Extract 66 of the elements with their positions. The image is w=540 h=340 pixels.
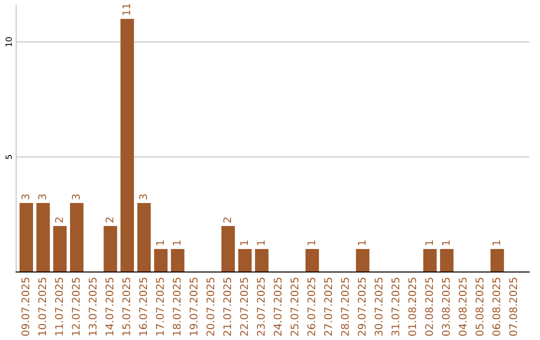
bar [238, 248, 252, 272]
x-tick-label: 30.07.2025 [374, 278, 383, 336]
x-tick-label: 10.07.2025 [38, 278, 46, 336]
x-tick-label: 02.08.2025 [425, 278, 433, 336]
data-label: 1 [240, 240, 248, 246]
x-tick-label: 21.07.2025 [223, 278, 232, 336]
data-label: 1 [172, 240, 181, 246]
x-tick-label: 23.07.2025 [256, 278, 265, 336]
x-tick-label: 31.07.2025 [391, 278, 400, 336]
data-label: 1 [257, 240, 265, 246]
bar [104, 226, 118, 272]
data-label: 1 [442, 240, 450, 246]
x-tick-label: 24.07.2025 [274, 278, 282, 336]
x-tick-label: 13.07.2025 [88, 278, 97, 336]
bar [440, 248, 454, 272]
data-label: 1 [358, 240, 366, 246]
x-tick-label: 16.07.2025 [139, 278, 148, 336]
x-tick-label: 03.08.2025 [442, 278, 450, 336]
data-label: 1 [308, 240, 316, 246]
bar [70, 202, 84, 272]
bar [20, 202, 34, 272]
data-label: 2 [55, 218, 63, 222]
data-label: 3 [72, 194, 80, 200]
bar [120, 18, 134, 272]
x-tick-label: 25.07.2025 [290, 278, 298, 336]
bar [490, 248, 504, 272]
x-tick-label: 07.08.2025 [509, 278, 518, 336]
bar [53, 226, 67, 272]
x-tick-label: 09.07.2025 [21, 278, 30, 336]
bar [36, 202, 50, 272]
x-tick-label: 28.07.2025 [341, 278, 349, 336]
bar [423, 248, 437, 272]
x-tick-label: 11.07.2025 [55, 278, 63, 336]
x-tick-label: 26.07.2025 [307, 278, 316, 336]
x-tick-label: 29.07.2025 [358, 278, 366, 336]
x-tick-label: 18.07.2025 [172, 278, 181, 336]
bar [154, 248, 168, 272]
x-tick-label: 15.07.2025 [122, 278, 130, 336]
y-tick-label: 10 [6, 37, 12, 46]
data-label: 1 [425, 240, 433, 246]
data-label: 1 [156, 240, 164, 246]
bar [306, 248, 319, 272]
data-label: 1 [492, 240, 500, 246]
bar [137, 202, 151, 272]
x-tick-label: 01.08.2025 [408, 278, 416, 336]
y-tick-label: 5 [6, 155, 12, 159]
x-tick-label: 19.07.2025 [190, 278, 198, 336]
data-label: 3 [139, 194, 148, 200]
x-tick-label: 06.08.2025 [492, 278, 500, 336]
x-tick-label: 22.07.2025 [240, 278, 248, 336]
data-label: 11 [122, 4, 130, 15]
bar [356, 248, 370, 272]
x-tick-label: 04.08.2025 [458, 278, 467, 336]
bar [221, 226, 235, 272]
x-tick-label: 20.07.2025 [206, 278, 214, 336]
data-label: 3 [38, 194, 46, 200]
data-label: 3 [21, 194, 30, 200]
x-tick-label: 12.07.2025 [72, 278, 80, 336]
bar [255, 248, 268, 272]
x-tick-label: 14.07.2025 [106, 278, 114, 336]
data-label: 2 [223, 218, 231, 222]
x-tick-label: 05.08.2025 [476, 278, 484, 336]
bar [170, 248, 184, 272]
x-tick-label: 27.07.2025 [324, 278, 332, 336]
x-tick-label: 17.07.2025 [156, 278, 164, 336]
data-label: 2 [106, 218, 114, 222]
